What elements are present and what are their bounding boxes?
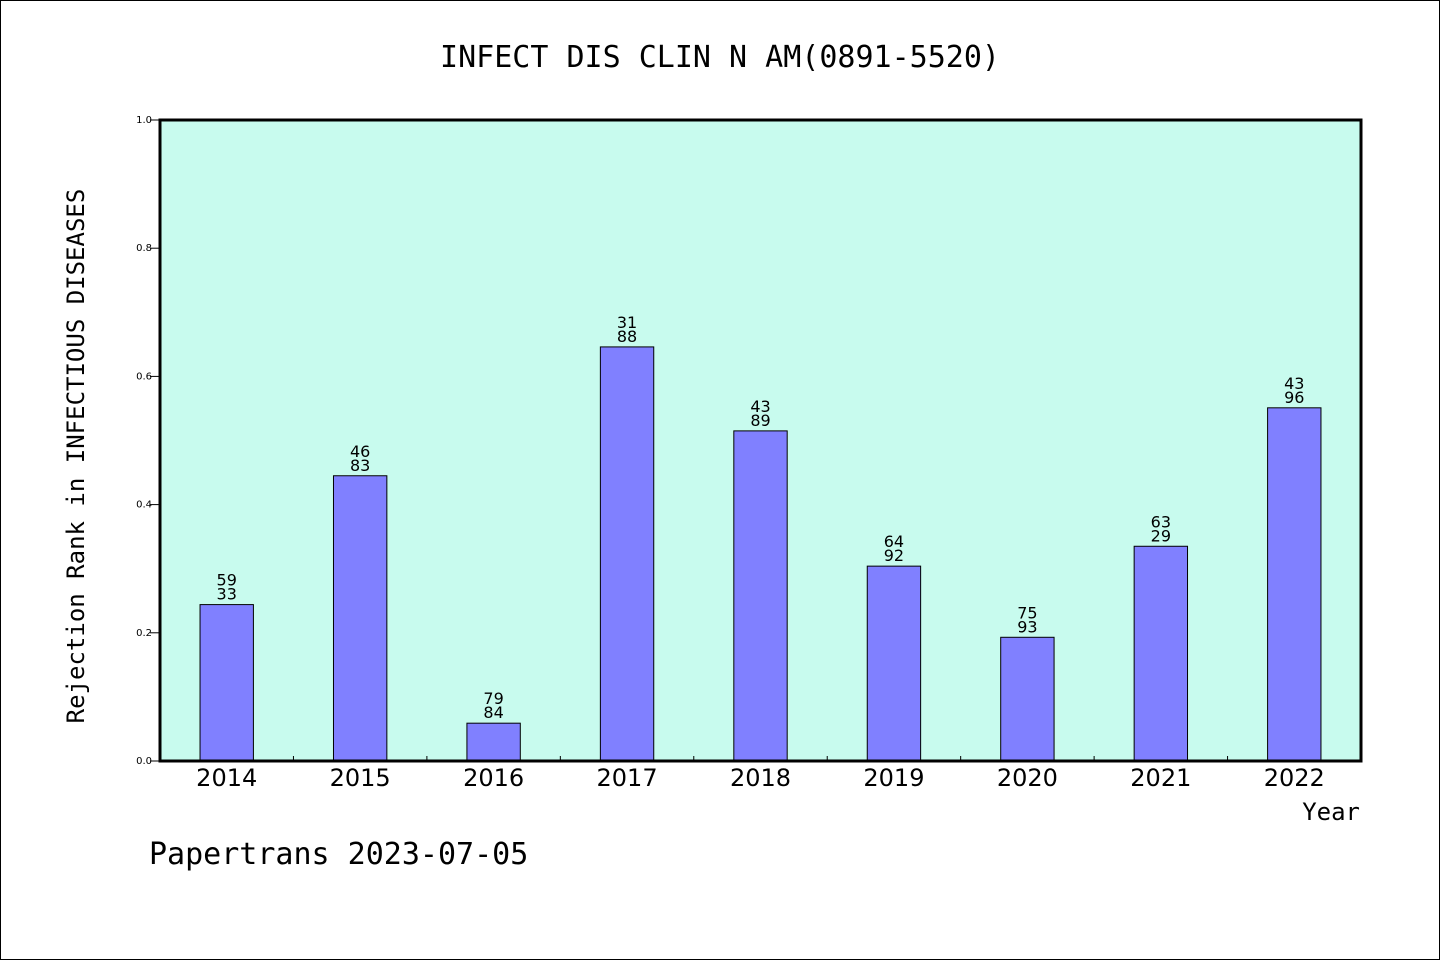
bar	[1000, 636, 1055, 762]
bar-label-line2: 84	[483, 703, 503, 722]
x-axis-label: Year	[1302, 798, 1360, 826]
bar-label-line1: 63	[1151, 512, 1171, 531]
bar	[466, 722, 521, 762]
footer-text: Papertrans 2023-07-05	[149, 837, 528, 872]
bar	[332, 475, 388, 762]
bar-label-line2: 29	[1151, 526, 1171, 545]
bar-label-line2: 93	[1017, 617, 1037, 636]
x-tick-label: 2015	[330, 764, 391, 792]
bar-label-line2: 92	[884, 546, 904, 565]
x-axis: 2014 2015 2016 2017 2018 2019 2020 2021 2022	[196, 756, 1325, 792]
bar-label-line1: 31	[617, 313, 637, 332]
bar-label-line1: 64	[884, 532, 904, 551]
bar	[199, 604, 254, 762]
x-tick-label: 2017	[597, 764, 658, 792]
bar	[733, 430, 788, 762]
bar-label-line2: 89	[750, 411, 770, 430]
bar	[1267, 407, 1322, 762]
bar-label-line2: 88	[617, 327, 637, 346]
bar-label-line2: 33	[217, 585, 237, 604]
chart-title: INFECT DIS CLIN N AM(0891-5520)	[440, 40, 1000, 75]
plot-border	[158, 118, 1363, 763]
bar	[599, 346, 655, 762]
x-tick-label: 2016	[463, 764, 524, 792]
bar-label-line2: 96	[1284, 388, 1304, 407]
bar-label-line1: 43	[750, 397, 770, 416]
y-axis: 0.0 0.2 0.4 0.6 0.8 1.0	[136, 115, 160, 767]
bar-label-line1: 59	[217, 571, 237, 590]
y-tick-label: 0.0	[136, 756, 152, 767]
bar	[1133, 545, 1189, 762]
y-tick-label: 0.6	[136, 371, 152, 382]
y-tick-label: 0.8	[136, 243, 152, 254]
bar-label-line1: 43	[1284, 374, 1304, 393]
y-axis-label: Rejection Rank in INFECTIOUS DISEASES	[62, 189, 90, 724]
y-tick-label: 0.2	[136, 628, 152, 639]
bar-label-line1: 75	[1017, 603, 1037, 622]
bar-label-line1: 46	[350, 442, 370, 461]
bar-label-line2: 83	[350, 456, 370, 475]
y-tick-label: 1.0	[136, 115, 152, 126]
x-tick-label: 2020	[997, 764, 1058, 792]
x-tick-label: 2022	[1264, 764, 1325, 792]
x-tick-label: 2019	[863, 764, 924, 792]
x-tick-label: 2014	[196, 764, 257, 792]
bar-label-line1: 79	[483, 689, 503, 708]
bar	[866, 565, 922, 762]
y-tick-label: 0.4	[136, 500, 152, 511]
x-tick-label: 2018	[730, 764, 791, 792]
x-tick-label: 2021	[1130, 764, 1191, 792]
